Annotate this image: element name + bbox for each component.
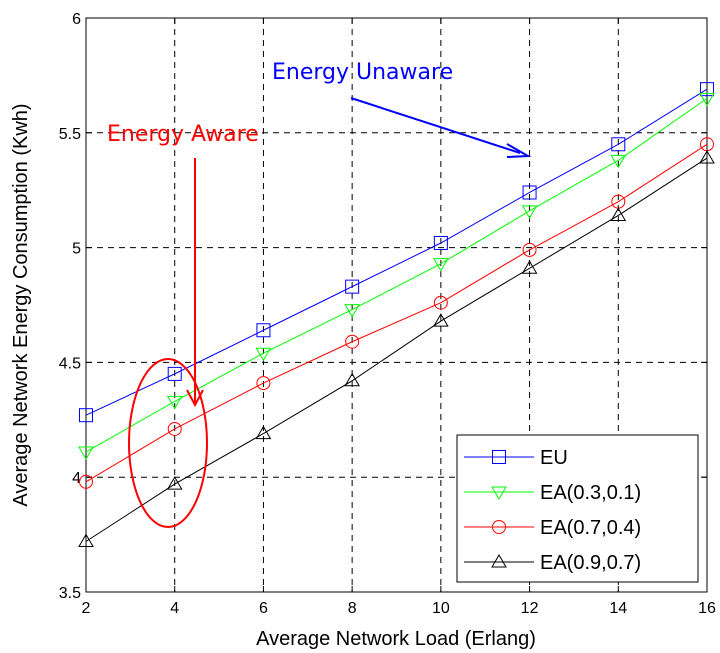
legend-item: EA(0.9,0.7) (464, 552, 641, 574)
data-point-marker (433, 295, 448, 310)
axis-ticks: 2 4 6 8 10 12 14 16 3.5 4 4.5 5 5.5 6 (59, 11, 716, 617)
y-tick-label: 6 (72, 11, 81, 28)
data-point-marker (433, 236, 448, 251)
data-point-marker (256, 376, 271, 391)
data-point-marker (522, 185, 537, 200)
series-line (85, 88, 708, 416)
data-point-marker (521, 205, 538, 219)
data-point-marker (167, 421, 182, 436)
series-3 (79, 137, 714, 489)
data-point-marker (699, 150, 715, 164)
y-tick-label: 3.5 (59, 585, 81, 602)
data-point-marker (610, 154, 627, 169)
data-point-marker (491, 486, 507, 500)
y-tick-label: 5.5 (59, 126, 81, 143)
data-point-marker (344, 304, 361, 318)
annotation-energy-unaware: Energy Unaware (272, 60, 532, 158)
data-point-marker (78, 533, 94, 547)
series-4 (78, 150, 715, 547)
legend-label: EA(0.7,0.4) (540, 517, 641, 539)
annotation-energy-unaware-arrow (350, 97, 521, 154)
annotation-energy-unaware-arrowhead (506, 143, 532, 158)
data-point-marker (432, 313, 449, 327)
x-tick-label: 10 (432, 600, 450, 617)
data-point-marker (611, 137, 626, 152)
legend-item: EA(0.3,0.1) (464, 482, 641, 504)
legend: EU EA(0.3,0.1) EA(0.7,0.4) EA(0.9,0.7) (456, 434, 699, 583)
data-point-marker (79, 408, 93, 423)
x-axis-label: Average Network Load (Erlang) (256, 628, 536, 650)
x-tick-label: 12 (521, 600, 539, 617)
data-point-marker (700, 82, 714, 97)
data-point-marker (699, 92, 715, 107)
highlight-ellipse (128, 358, 208, 528)
data-point-marker (491, 554, 507, 568)
data-point-marker (432, 258, 449, 272)
x-tick-label: 6 (259, 600, 268, 617)
data-point-marker (78, 446, 94, 460)
data-point-marker (79, 474, 93, 489)
data-point-marker (345, 279, 360, 294)
data-point-marker (255, 425, 272, 440)
legend-label: EA(0.3,0.1) (540, 482, 641, 504)
data-point-marker (166, 395, 183, 410)
legend-label: EA(0.9,0.7) (540, 552, 641, 574)
series-line (85, 143, 708, 483)
x-tick-label: 16 (698, 600, 716, 617)
annotation-energy-aware: Energy Aware (107, 122, 259, 528)
series-1 (79, 82, 714, 423)
data-point-marker (166, 476, 183, 490)
x-tick-label: 8 (348, 600, 357, 617)
plot-frame (85, 17, 708, 593)
data-point-marker (521, 260, 538, 274)
data-point-marker (256, 323, 271, 338)
series-line (85, 157, 708, 542)
legend-item: EU (464, 447, 568, 469)
x-tick-label: 4 (170, 600, 179, 617)
data-point-marker (344, 372, 361, 387)
data-point-marker (610, 207, 627, 221)
legend-item: EA(0.7,0.4) (464, 517, 641, 539)
annotation-energy-aware-text: Energy Aware (107, 122, 259, 147)
annotation-energy-unaware-text: Energy Unaware (272, 60, 453, 85)
y-tick-label: 4 (72, 470, 81, 487)
data-point-marker (255, 347, 272, 362)
y-axis-label: Average Network Energy Consumption (Kwh) (10, 103, 32, 506)
y-tick-label: 4.5 (59, 355, 81, 372)
data-point-marker (492, 520, 506, 534)
data-point-marker (345, 334, 360, 349)
legend-label: EU (540, 447, 568, 469)
x-tick-label: 14 (609, 600, 627, 617)
data-point-marker (522, 242, 537, 257)
data-point-marker (167, 366, 182, 381)
x-tick-label: 2 (82, 600, 91, 617)
data-point-marker (492, 450, 506, 464)
y-tick-label: 5 (72, 241, 81, 258)
